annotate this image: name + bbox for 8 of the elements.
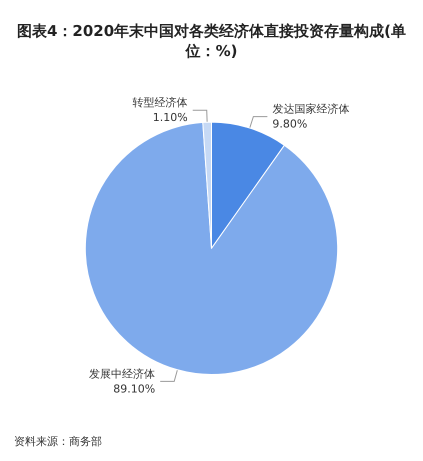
- slice-label: 发达国家经济体: [272, 102, 350, 116]
- slice-label: 转型经济体: [132, 96, 188, 110]
- text: 资料来源：商务部: [14, 435, 102, 448]
- data-label: 1.10%: [152, 111, 188, 124]
- data-label: 9.80%: [272, 118, 308, 131]
- slice-label: 发展中经济体: [89, 367, 156, 380]
- data-label: 89.10%: [113, 382, 156, 396]
- chart-title: 图表4：2020年末中国对各类经济体直接投资存量构成(单位：%): [16, 22, 406, 60]
